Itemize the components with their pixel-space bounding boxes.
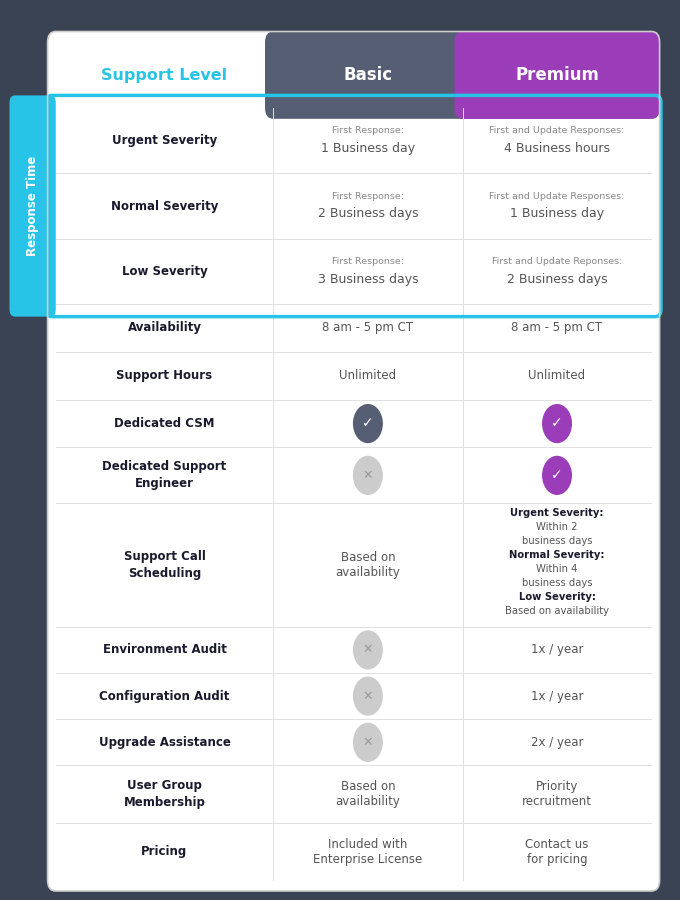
Text: Based on
availability: Based on availability [335, 780, 401, 808]
Text: Response Time: Response Time [26, 156, 39, 256]
Text: Support Hours: Support Hours [116, 369, 213, 382]
Text: Support Call
Scheduling: Support Call Scheduling [124, 550, 205, 580]
Text: First and Update Responses:: First and Update Responses: [490, 126, 625, 135]
Text: 4 Business hours: 4 Business hours [504, 142, 610, 155]
Text: ✓: ✓ [362, 417, 374, 430]
Text: Configuration Audit: Configuration Audit [99, 689, 230, 703]
Circle shape [354, 677, 382, 715]
Text: Based on availability: Based on availability [505, 607, 609, 616]
Text: Contact us
for pricing: Contact us for pricing [526, 838, 589, 866]
Text: First and Update Responses:: First and Update Responses: [490, 192, 625, 201]
FancyBboxPatch shape [48, 32, 660, 891]
Text: Availability: Availability [127, 321, 201, 335]
Text: ✕: ✕ [362, 644, 373, 656]
Text: Low Severity: Low Severity [122, 265, 207, 278]
Text: ✓: ✓ [551, 417, 563, 430]
Text: First and Update Reponses:: First and Update Reponses: [492, 257, 622, 266]
Text: Support Level: Support Level [101, 68, 228, 83]
Text: 1x / year: 1x / year [531, 689, 583, 703]
Text: Dedicated CSM: Dedicated CSM [114, 417, 215, 430]
Text: 2x / year: 2x / year [531, 736, 583, 749]
Text: Within 4: Within 4 [537, 564, 578, 574]
Text: business days: business days [522, 579, 592, 589]
Text: Unlimited: Unlimited [339, 369, 396, 382]
Text: First Response:: First Response: [332, 257, 404, 266]
Text: ✕: ✕ [362, 469, 373, 482]
Text: ✕: ✕ [362, 736, 373, 749]
Circle shape [354, 405, 382, 443]
Text: Within 2: Within 2 [537, 522, 578, 532]
Text: Pricing: Pricing [141, 845, 188, 858]
Text: 8 am - 5 pm CT: 8 am - 5 pm CT [322, 321, 413, 335]
Text: Unlimited: Unlimited [528, 369, 585, 382]
Text: Priority
recruitment: Priority recruitment [522, 780, 592, 808]
FancyBboxPatch shape [10, 95, 56, 317]
Text: Normal Severity: Normal Severity [111, 200, 218, 212]
FancyBboxPatch shape [265, 32, 660, 119]
Text: business days: business days [522, 536, 592, 546]
Circle shape [543, 456, 571, 494]
Text: User Group
Membership: User Group Membership [124, 779, 205, 809]
Text: 2 Business days: 2 Business days [318, 207, 418, 220]
Text: Based on
availability: Based on availability [335, 551, 401, 579]
Text: 3 Business days: 3 Business days [318, 273, 418, 285]
Text: Normal Severity:: Normal Severity: [509, 550, 605, 560]
Text: Urgent Severity: Urgent Severity [112, 134, 217, 148]
Text: 1x / year: 1x / year [531, 644, 583, 656]
Text: 2 Business days: 2 Business days [507, 273, 607, 285]
Text: 1 Business day: 1 Business day [321, 142, 415, 155]
Text: 1 Business day: 1 Business day [510, 207, 604, 220]
Text: Premium: Premium [515, 67, 599, 85]
Text: First Response:: First Response: [332, 126, 404, 135]
Text: ✓: ✓ [551, 468, 563, 482]
Text: 8 am - 5 pm CT: 8 am - 5 pm CT [511, 321, 602, 335]
FancyBboxPatch shape [454, 32, 660, 119]
Text: Dedicated Support
Engineer: Dedicated Support Engineer [103, 461, 226, 491]
Text: Upgrade Assistance: Upgrade Assistance [99, 736, 231, 749]
Text: ✕: ✕ [362, 689, 373, 703]
Circle shape [354, 456, 382, 494]
Text: Low Severity:: Low Severity: [519, 592, 596, 602]
Circle shape [354, 631, 382, 669]
Text: Included with
Enterprise License: Included with Enterprise License [313, 838, 422, 866]
Text: Urgent Severity:: Urgent Severity: [510, 508, 604, 518]
Circle shape [543, 405, 571, 443]
Circle shape [354, 724, 382, 761]
Text: Basic: Basic [343, 67, 392, 85]
Text: First Response:: First Response: [332, 192, 404, 201]
Text: Environment Audit: Environment Audit [103, 644, 226, 656]
